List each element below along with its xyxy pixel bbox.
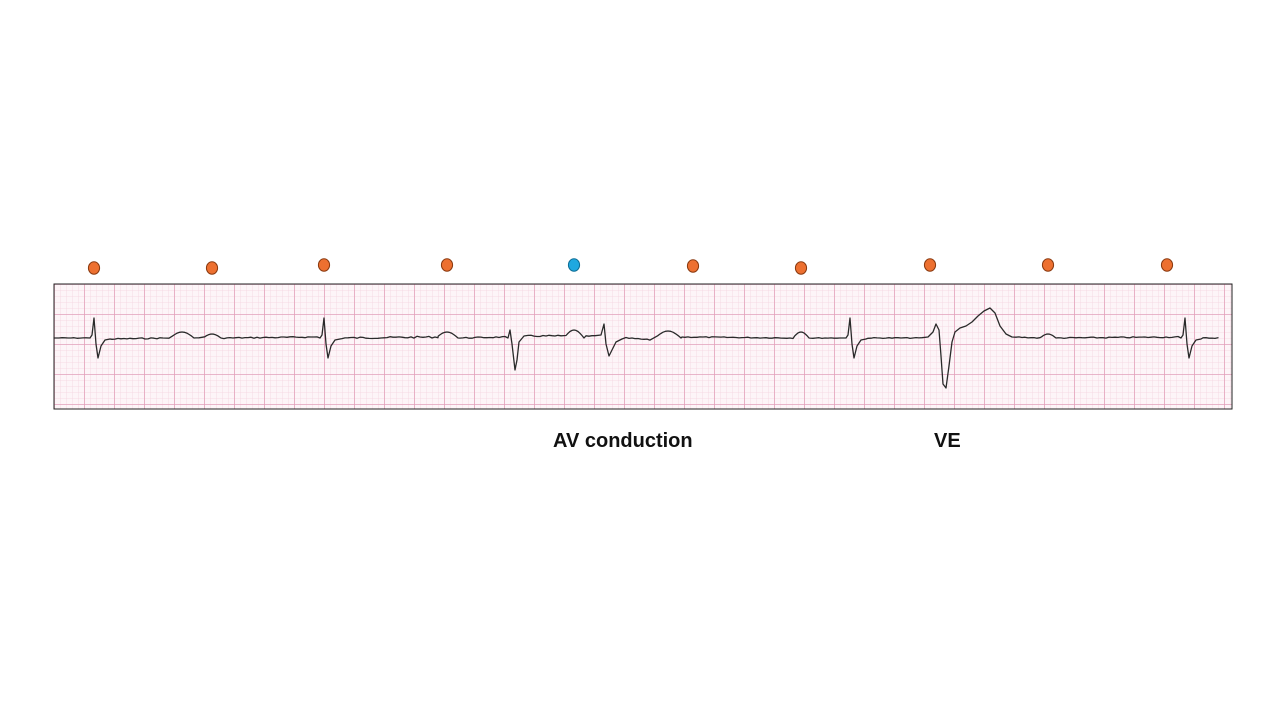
p-wave-marker [317,258,331,272]
conducted-p-wave-marker [567,258,581,272]
ve-label: VE [934,430,961,452]
p-wave-marker [87,261,101,275]
p-wave-marker [794,261,808,275]
p-wave-markers [87,258,1174,275]
av-conduction-label: AV conduction [553,430,693,452]
p-wave-marker [1160,258,1174,272]
p-wave-marker [686,259,700,273]
ecg-strip [53,283,1233,410]
p-wave-marker [205,261,219,275]
p-wave-marker [923,258,937,272]
ecg-trace [53,307,1219,389]
strip-border [53,283,1233,410]
ecg-grid-major [54,284,1232,409]
p-wave-marker [1041,258,1055,272]
p-wave-marker [440,258,454,272]
